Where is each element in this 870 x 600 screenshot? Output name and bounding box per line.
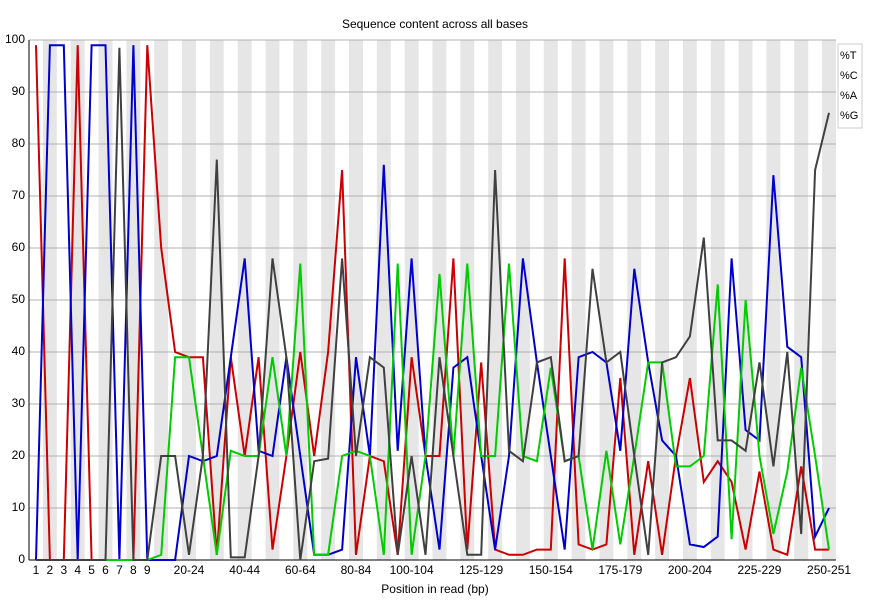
x-tick-label: 2 [47, 563, 54, 577]
y-tick-label: 10 [12, 500, 26, 514]
legend-entry: %C [840, 70, 858, 82]
chart-title: Sequence content across all bases [342, 17, 528, 31]
x-tick-label: 250-251 [807, 563, 851, 577]
x-tick-label: 3 [60, 563, 67, 577]
legend-entry: %G [840, 110, 858, 122]
x-axis-label: Position in read (bp) [381, 582, 488, 596]
x-tick-label: 7 [116, 563, 123, 577]
x-tick-label: 20-24 [174, 563, 205, 577]
x-tick-label: 175-179 [598, 563, 642, 577]
y-tick-label: 100 [5, 32, 25, 46]
y-tick-label: 20 [12, 448, 26, 462]
x-tick-label: 6 [102, 563, 109, 577]
x-tick-label: 80-84 [341, 563, 372, 577]
x-tick-label: 125-129 [459, 563, 503, 577]
y-tick-label: 40 [12, 344, 26, 358]
y-tick-label: 30 [12, 396, 26, 410]
x-tick-label: 100-104 [390, 563, 434, 577]
y-tick-label: 70 [12, 188, 26, 202]
x-tick-label: 60-64 [285, 563, 316, 577]
y-tick-label: 0 [18, 552, 25, 566]
x-tick-label: 200-204 [668, 563, 712, 577]
legend-box [837, 43, 863, 129]
y-tick-label: 80 [12, 136, 26, 150]
legend-entry: %A [840, 90, 858, 102]
series-line [36, 47, 830, 561]
x-tick-label: 40-44 [229, 563, 260, 577]
x-tick-label: 8 [130, 563, 137, 577]
series-line [35, 44, 830, 561]
x-tick-label: 150-154 [529, 563, 573, 577]
y-tick-label: 50 [12, 292, 26, 306]
x-tick-label: 5 [88, 563, 95, 577]
x-tick-label: 4 [74, 563, 81, 577]
y-tick-label: 90 [12, 84, 26, 98]
x-tick-label: 1 [33, 563, 40, 577]
y-tick-label: 60 [12, 240, 26, 254]
x-tick-label: 225-229 [737, 563, 781, 577]
x-tick-label: 9 [144, 563, 151, 577]
legend-entry: %T [840, 50, 857, 62]
